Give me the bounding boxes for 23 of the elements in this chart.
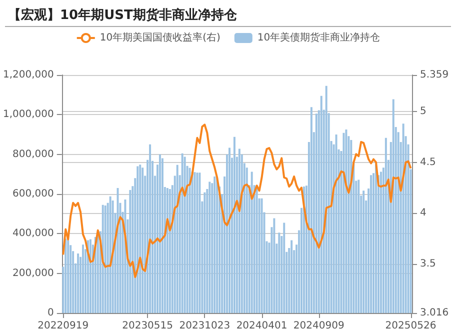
y2-tick-label: 3.016: [420, 308, 449, 318]
x-tick-label: 20240401: [236, 320, 288, 331]
y2-tick-label: 5.359: [420, 70, 449, 80]
y-tick-label: 200,000: [12, 268, 54, 279]
y2-tick-label: 4.5: [420, 156, 436, 168]
x-tick-label: 20220919: [38, 320, 89, 331]
legend-label: 10年美债期货非商业净持仓: [257, 32, 380, 44]
y-tick-label: 1,000,000: [2, 109, 54, 120]
y2-tick-label: 3.5: [420, 258, 436, 270]
y-tick-label: 400,000: [12, 228, 54, 240]
x-tick-label: 20240909: [293, 320, 344, 331]
x-tick-label: 20230515: [122, 320, 174, 331]
line-series: [62, 124, 412, 278]
x-tick-label: 20250526: [385, 320, 436, 331]
y-tick-label: 800,000: [12, 148, 54, 160]
x-tick-label: 20231023: [179, 320, 230, 331]
chart-title: 【宏观】10年期UST期货非商业净持仓: [8, 6, 237, 24]
legend-label: 10年期美国国债收益率(右): [100, 32, 220, 44]
y-tick-label: 0: [48, 308, 54, 318]
y-tick-label: 1,200,000: [2, 70, 54, 80]
y2-tick-label: 5: [420, 106, 426, 117]
y-tick-label: 600,000: [12, 188, 54, 200]
y2-tick-label: 4: [420, 208, 426, 219]
